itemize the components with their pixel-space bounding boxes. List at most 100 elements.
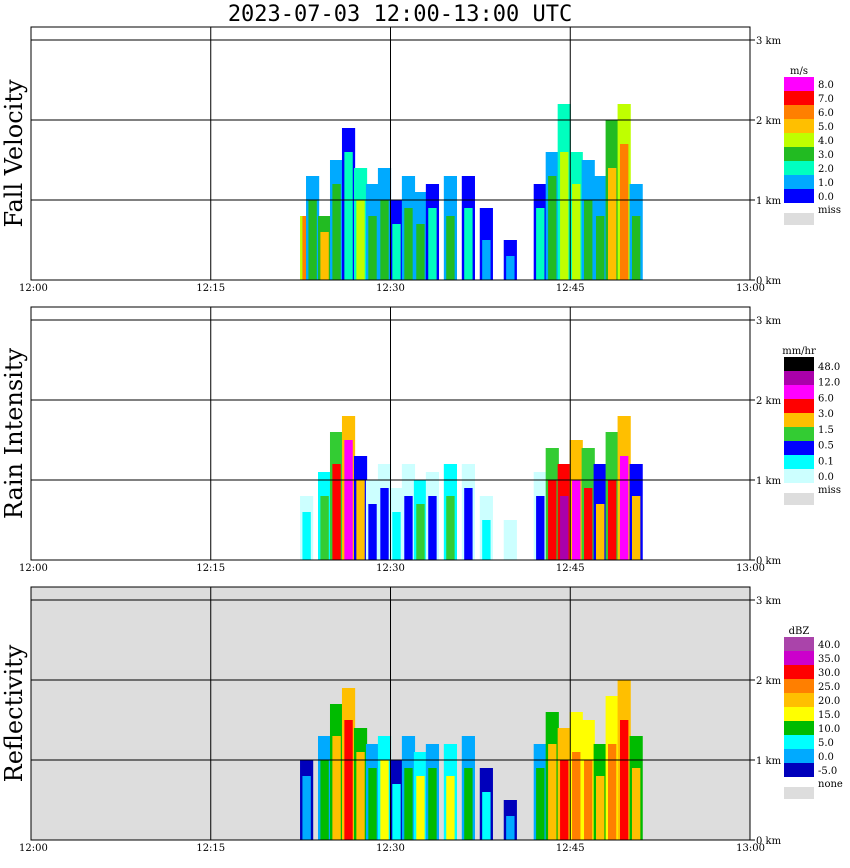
fall-velocity-colorbar-swatch-5 [784,147,814,161]
reflectivity-cell-core-3 [344,720,353,840]
reflectivity-xtick-2: 12:30 [376,843,405,854]
rain-intensity-colorbar-swatch-1 [784,371,814,385]
fall-velocity-cell-core-17 [548,176,557,280]
fall-velocity-cell-core-1 [308,200,317,280]
fall-velocity-colorbar-label-3: 5.0 [818,122,834,133]
rain-intensity-cell-core-4 [356,480,365,560]
rain-intensity-cell-core-23 [631,496,641,560]
reflectivity-xtick-0: 12:00 [19,843,48,854]
fall-velocity-cell-core-5 [356,200,365,280]
fall-velocity-colorbar-swatch-3 [784,119,814,133]
reflectivity-cell-core-11 [446,776,455,840]
reflectivity-ytick-1: 1 km [756,756,782,767]
reflectivity-colorbar-swatch-4 [784,693,814,707]
rain-intensity-colorbar-label-2: 6.0 [818,393,834,404]
reflectivity-colorbar-label-7: 5.0 [818,738,834,749]
fall-velocity-xtick-4: 13:00 [736,283,765,294]
rain-intensity-colorbar-missing-swatch [784,493,814,505]
rain-intensity-cell-core-5 [368,504,377,560]
fall-velocity-cell-core-10 [416,224,425,280]
rain-intensity-colorbar-label-0: 48.0 [818,362,840,373]
fall-velocity-cell-core-6 [368,216,377,280]
reflectivity-colorbar-swatch-7 [784,735,814,749]
rain-intensity-xtick-4: 13:00 [736,563,765,574]
reflectivity-colorbar-swatch-8 [784,749,814,763]
reflectivity-colorbar-swatch-2 [784,665,814,679]
rain-intensity-colorbar-swatch-0 [784,357,814,371]
reflectivity-colorbar-missing-swatch [784,787,814,799]
fall-velocity-colorbar-swatch-4 [784,133,814,147]
reflectivity-colorbar-swatch-6 [784,721,814,735]
rain-intensity-ytick-0: 0 km [756,556,782,567]
reflectivity-cell-core-7 [392,784,401,840]
fall-velocity-cell-core-16 [536,208,545,280]
reflectivity-cell-core-23 [631,768,641,840]
fall-velocity-ytick-3: 3 km [756,36,782,47]
rain-intensity-cell-core-20 [596,504,605,560]
reflectivity-xtick-3: 12:45 [556,843,585,854]
rain-intensity-cell-core-2 [332,464,341,560]
fall-velocity-cell-core-24 [631,216,641,280]
fall-velocity-cell-core-9 [404,208,413,280]
fall-velocity-colorbar-swatch-0 [784,77,814,91]
fall-velocity-cell-core-3 [332,184,341,280]
reflectivity-colorbar-label-3: 25.0 [818,682,840,693]
reflectivity-cell-core-21 [607,744,617,840]
reflectivity-colorbar-label-9: -5.0 [818,766,837,777]
reflectivity-xtick-1: 12:15 [196,843,225,854]
fall-velocity-cell-core-15 [506,256,515,280]
fall-velocity-colorbar-label-5: 3.0 [818,150,834,161]
fall-velocity-cell-core-4 [344,152,353,280]
reflectivity-cell-core-5 [368,768,377,840]
reflectivity-ytick-0: 0 km [756,836,782,847]
reflectivity-colorbar-label-5: 15.0 [818,710,840,721]
rain-intensity-xtick-2: 12:30 [376,563,405,574]
rain-intensity-cell-core-8 [404,496,413,560]
rain-intensity-colorbar-swatch-6 [784,441,814,455]
reflectivity-cell-core-10 [428,768,437,840]
rain-intensity-cell-core-9 [416,504,425,560]
reflectivity-colorbar-swatch-1 [784,651,814,665]
reflectivity-cell-core-20 [596,776,605,840]
rain-intensity-cell-core-3 [344,440,353,560]
rain-intensity-colorbar-swatch-5 [784,427,814,441]
rain-intensity-colorbar-swatch-7 [784,455,814,469]
reflectivity-cell-core-22 [619,720,629,840]
fall-velocity-colorbar-label-2: 6.0 [818,108,834,119]
fall-velocity-frame [30,26,751,281]
fall-velocity-colorbar-swatch-7 [784,175,814,189]
rain-intensity-cell-core-19 [584,488,593,560]
rain-intensity-cell-core-15 [536,496,545,560]
rain-intensity-colorbar-swatch-3 [784,399,814,413]
reflectivity-colorbar-swatch-0 [784,637,814,651]
rain-intensity-colorbar-unit: mm/hr [782,346,816,357]
reflectivity-cell-core-8 [404,768,413,840]
rain-intensity-cell-core-7 [392,512,401,560]
reflectivity-colorbar-missing-label: none [818,779,843,790]
fall-velocity-colorbar-label-0: 8.0 [818,80,834,91]
reflectivity-colorbar-swatch-3 [784,679,814,693]
reflectivity-ylabel: Reflectivity [0,644,28,782]
fall-velocity-xtick-3: 12:45 [556,283,585,294]
rain-intensity-ytick-1: 1 km [756,476,782,487]
rain-intensity-colorbar-label-5: 0.5 [818,441,834,452]
reflectivity-colorbar-swatch-5 [784,707,814,721]
fall-velocity-ytick-0: 0 km [756,276,782,287]
reflectivity-cell-core-6 [380,760,389,840]
fall-velocity-cell-core-2 [320,232,329,280]
rain-intensity-cell-core-17 [560,496,569,560]
reflectivity-cell-core-17 [560,760,569,840]
rain-intensity-colorbar-label-7: 0.0 [818,472,834,483]
rain-intensity-cell-core-14 [506,536,515,560]
fall-velocity-colorbar-label-7: 1.0 [818,178,834,189]
reflectivity-colorbar-label-0: 40.0 [818,640,840,651]
fall-velocity-cell-core-14 [482,240,491,280]
fall-velocity-colorbar-missing-swatch [784,213,814,225]
fall-velocity-xtick-2: 12:30 [376,283,405,294]
reflectivity-ytick-3: 3 km [756,596,782,607]
rain-intensity-frame [30,306,751,561]
chart-title: 2023-07-03 12:00-13:00 UTC [228,2,572,27]
fall-velocity-colorbar-label-1: 7.0 [818,94,834,105]
fall-velocity-cell-core-12 [446,216,455,280]
